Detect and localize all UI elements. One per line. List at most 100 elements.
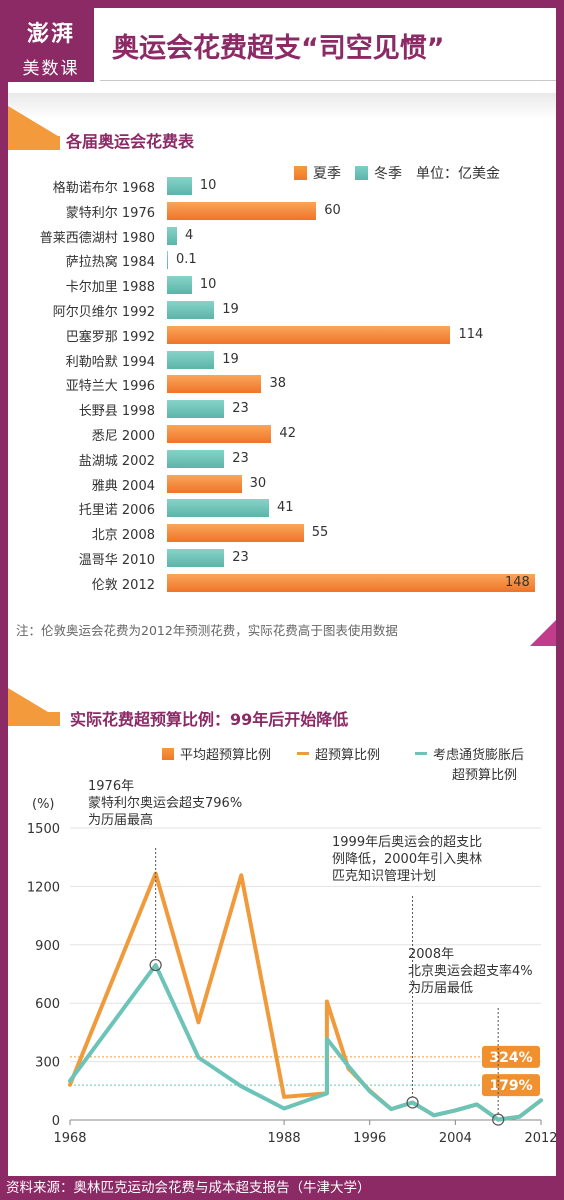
corner-triangle-accent [530,620,556,646]
cost-bar [167,350,215,369]
series-line [68,871,543,1122]
y-tick-label: 1200 [27,880,60,895]
cost-bar [167,425,272,443]
section1-triangle-accent [8,106,58,136]
cost-bar [167,449,225,468]
bar-category-label: 长野县 1998 [78,404,155,420]
average-value-label: 179% [489,1078,532,1094]
bar-value-label: 10 [199,277,217,293]
legend-avg-label: 平均超预算比例 [180,748,272,763]
cost-bar [167,549,225,567]
annotation-marker [149,958,162,972]
bar-category-label: 卡尔加里 1988 [65,280,155,296]
bar-value-label: 60 [324,202,341,218]
x-tick-label: 1996 [353,1131,386,1146]
average-value-label: 324% [489,1050,532,1066]
cost-bar [167,375,262,394]
annotation-text: 北京奥运会超支率4% [408,963,533,979]
section2-title: 实际花费超预算比例：99年后开始降低 [70,710,349,729]
y-tick-label: 900 [35,939,60,954]
series-line [68,963,543,1122]
infographic-panel: 澎湃 美数课 奥运会花费超支“司空见惯” 各届奥运会花费表 夏季 冬季 单位：亿… [8,8,556,1176]
cost-chart-legend: 夏季 冬季 单位：亿美金 [294,163,500,183]
cost-bar [167,177,192,195]
logo: 澎湃 美数课 [8,8,94,82]
legend-inflation-swatch [415,752,427,755]
annotation-text: 为历届最高 [88,812,153,828]
legend-inflation-label-1: 考虑通货膨胀后 [433,748,525,763]
annotation-marker [492,1113,505,1126]
y-tick-label: 300 [35,1056,60,1071]
overrun-line-chart: 0 300 600 900 1200 1500 (%) 1968 1988 1996 2004 201… [27,779,556,1146]
section2-bar-accent [8,712,60,726]
bar-value-label: 148 [505,574,530,590]
bar-category-label: 亚特兰大 1996 [65,379,155,395]
x-tick-label: 2012 [524,1131,556,1146]
bar-category-label: 悉尼 2000 [91,429,155,444]
bar-category-label: 格勒诺布尔 1968 [52,181,155,196]
source-footer: 资料来源：奥林匹克运动会花费与成本超支报告（牛津大学） [0,1176,564,1200]
annotation-text: 蒙特利尔奥运会超支796% [88,796,242,811]
average-value-badge [482,1045,540,1068]
bar-value-label: 42 [279,426,296,441]
bar-category-label: 托里诺 2006 [78,503,155,519]
legend-avg-swatch [162,747,174,760]
bar-value-label: 4 [184,227,194,243]
annotation-text: 1999年后奥运会的超支比 [332,834,482,850]
bar-value-label: 23 [232,550,249,565]
legend-over-label: 超预算比例 [315,748,381,763]
bar-value-label: 38 [269,376,287,392]
y-tick-label: 1500 [27,822,60,837]
cost-chart-note: 注：伦敦奥运会花费为2012年预测花费，实际花费高于图表使用数据 [16,623,398,638]
bar-category-label: 萨拉热窝 1984 [65,255,155,271]
legend-inflation-label-2: 超预算比例 [452,768,518,783]
section1-title: 各届奥运会花费表 [66,132,195,151]
legend-winter-label: 冬季 [374,166,402,182]
x-tick-label: 1988 [268,1131,301,1146]
y-tick-label: 600 [35,997,60,1012]
legend-unit-label: 单位：亿美金 [416,166,500,182]
bar-category-label: 温哥华 2010 [78,553,155,568]
page-title: 奥运会花费超支“司空见惯” [112,33,445,64]
bar-category-label: 利勒哈默 1994 [65,354,155,370]
legend-over-swatch [297,752,309,755]
bar-value-label: 0.1 [176,252,197,268]
cost-bar [167,400,225,419]
bar-value-label: 19 [222,302,239,317]
legend-summer-swatch [294,166,307,180]
title-divider [100,80,556,81]
y-tick-label: 0 [52,1114,60,1129]
y-axis-unit: (%) [32,797,55,812]
bar-category-label: 伦敦 2012 [91,577,155,593]
cost-bar [167,201,317,220]
cost-bar [167,251,168,270]
bar-value-label: 19 [222,351,239,367]
bar-value-label: 23 [232,450,249,466]
bar-value-label: 114 [458,326,484,342]
bar-value-label: 23 [232,401,249,417]
bar-category-label: 北京 2008 [91,528,155,544]
cost-bar [167,301,215,319]
cost-bar [167,226,177,245]
bar-category-label: 巴塞罗那 1992 [65,329,155,345]
annotation-text: 1976年 [88,779,134,794]
cost-bar [167,325,451,344]
header-shadow-band [8,93,556,119]
cost-bar [167,573,535,592]
legend-summer-label: 夏季 [313,166,341,182]
cost-bar [167,499,269,518]
bar-value-label: 41 [276,500,294,516]
logo-line1: 澎湃 [26,21,75,47]
annotation-text: 匹克知识管理计划 [332,868,436,884]
annotation-text: 例降低，2000年引入奥林 [332,852,482,867]
bar-value-label: 30 [249,475,267,491]
x-tick-label: 1968 [53,1131,86,1146]
average-value-badge [482,1074,540,1097]
logo-line2: 美数课 [22,59,80,79]
legend-winter-swatch [355,166,368,180]
annotation-text: 为历届最低 [408,981,473,996]
cost-bar [167,474,242,493]
bar-value-label: 10 [199,178,217,193]
annotation-text: 2008年 [408,947,454,962]
bar-category-label: 普莱西德湖村 1980 [39,230,155,246]
